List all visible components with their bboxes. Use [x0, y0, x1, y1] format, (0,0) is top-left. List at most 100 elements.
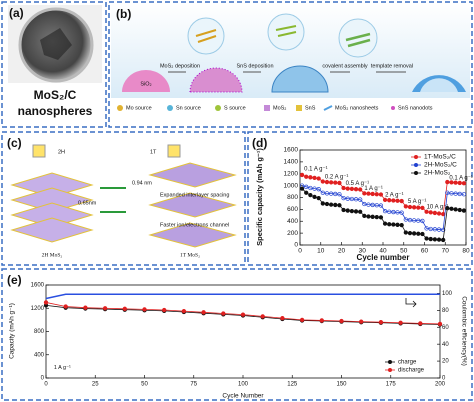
hollow-core — [420, 78, 458, 92]
data-point — [345, 186, 350, 191]
data-point — [359, 319, 364, 324]
y-tick-label: 200 — [287, 230, 298, 237]
data-point — [341, 207, 346, 213]
data-point — [374, 203, 379, 208]
data-point — [358, 197, 363, 202]
data-point — [391, 222, 396, 227]
data-point — [162, 307, 167, 313]
spacing-label: 0.94 nm — [132, 180, 152, 186]
data-point — [299, 172, 305, 178]
y2-axis-label: Coulombic efficiency(%) — [460, 296, 467, 366]
data-point — [445, 206, 450, 211]
axis-arrow — [405, 298, 417, 308]
layer-stack-2h — [10, 172, 94, 243]
x-tick-label: 40 — [379, 248, 387, 255]
x-tick-label: 0 — [44, 382, 48, 388]
transform-arrow — [100, 187, 126, 213]
layer — [148, 222, 237, 248]
data-point — [304, 190, 309, 195]
data-point — [181, 309, 187, 314]
x-tick-label: 30 — [359, 248, 367, 255]
data-point — [436, 211, 442, 216]
data-point — [407, 230, 413, 236]
legend-icon — [215, 105, 221, 111]
x-tick-label: 70 — [442, 248, 450, 255]
data-point — [449, 180, 454, 185]
y2-tick-label: 0 — [442, 376, 446, 382]
data-point — [333, 191, 338, 197]
x-axis-label: Cycle number — [357, 253, 410, 262]
layer — [10, 217, 94, 243]
x-tick-label: 150 — [336, 382, 347, 388]
data-point — [366, 191, 371, 196]
data-point — [308, 175, 313, 180]
data-point — [221, 311, 226, 316]
legend-text: discharge — [398, 368, 425, 374]
data-point — [399, 198, 404, 204]
data-point — [341, 195, 346, 201]
y-tick-label: 400 — [34, 352, 45, 358]
data-point — [403, 204, 408, 209]
panel-label: (a) — [9, 6, 24, 20]
y-tick-label: 600 — [287, 206, 298, 213]
data-point — [353, 197, 359, 202]
data-point — [349, 186, 355, 192]
x-tick-label: 0 — [298, 248, 302, 255]
legend-icon — [323, 105, 333, 111]
data-point — [339, 318, 344, 324]
data-point — [382, 209, 388, 214]
data-point — [445, 190, 450, 195]
assembled-sphere — [271, 65, 329, 93]
x-tick-label: 200 — [435, 382, 446, 388]
data-point — [122, 306, 127, 311]
legend-icon — [296, 105, 302, 111]
data-point — [437, 321, 443, 327]
data-point — [328, 191, 334, 196]
data-point — [304, 174, 309, 179]
data-point — [441, 227, 446, 233]
data-point — [333, 180, 338, 185]
data-point — [398, 320, 403, 325]
annotation: 0.2 A g⁻¹ — [325, 174, 349, 180]
y-tick-label: 1600 — [31, 283, 45, 289]
data-point — [424, 236, 429, 241]
annotation: 0.1 A g⁻¹ — [304, 167, 328, 173]
y-tick-label: 1400 — [284, 159, 299, 166]
data-point — [424, 226, 429, 231]
data-point — [370, 214, 375, 219]
data-point — [457, 180, 462, 186]
data-point — [312, 194, 317, 200]
data-point — [387, 209, 392, 214]
y-tick-label: 1600 — [284, 147, 299, 154]
phase-label: 1T — [150, 149, 157, 155]
data-point — [403, 230, 408, 235]
x-tick-label: 80 — [462, 248, 470, 255]
data-point — [324, 191, 330, 196]
data-point — [457, 207, 462, 213]
annotation: 5 A g⁻¹ — [408, 199, 427, 205]
data-point — [333, 202, 338, 208]
step-label: covalent assembly — [322, 63, 367, 69]
legend-text: charge — [398, 360, 417, 366]
data-point — [378, 203, 384, 208]
x-tick-label: 20 — [338, 248, 346, 255]
annotation: 1 A g⁻¹ — [54, 365, 71, 371]
data-point — [441, 237, 446, 243]
data-point — [328, 202, 334, 207]
data-point — [240, 312, 246, 317]
data-point — [320, 190, 325, 195]
legend-text: Mo source — [126, 105, 152, 111]
data-point — [374, 214, 379, 220]
data-point — [304, 184, 309, 189]
caption: MoS₂/C — [34, 88, 77, 102]
template-label: SiO₂ — [140, 81, 151, 87]
data-point — [420, 205, 425, 211]
data-point — [324, 179, 330, 185]
data-point — [432, 227, 438, 232]
data-point — [299, 317, 305, 323]
legend-text: 2H-MoS₂/C — [424, 162, 457, 169]
legend-text: S source — [224, 105, 246, 111]
panel-label: (e) — [7, 273, 22, 287]
data-point — [316, 176, 321, 181]
